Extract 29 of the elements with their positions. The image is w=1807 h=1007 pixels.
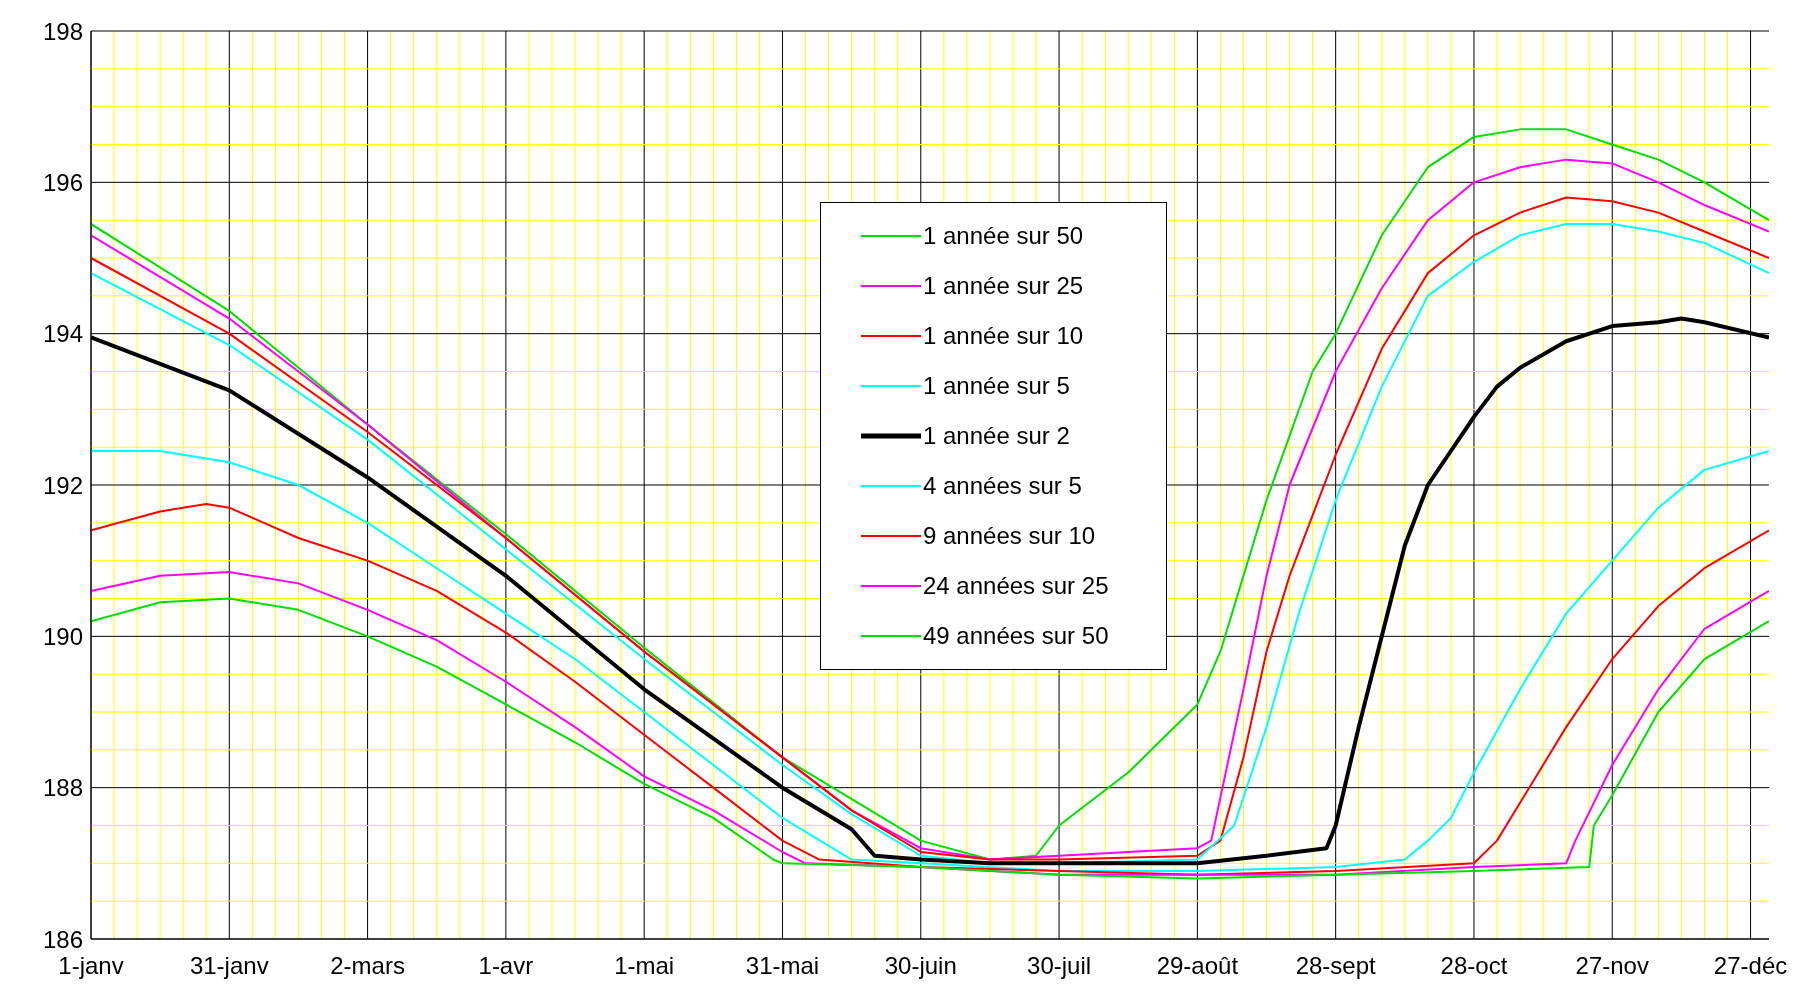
x-tick-label: 31-janv	[189, 952, 269, 980]
y-tick-label: 188	[42, 774, 83, 802]
legend-label: 1 année sur 5	[923, 372, 1070, 400]
legend-label: 1 année sur 2	[923, 422, 1070, 450]
y-tick-label: 196	[42, 168, 83, 196]
legend-label: 4 années sur 5	[923, 472, 1082, 500]
y-tick-label: 190	[42, 622, 83, 650]
x-tick-label: 2-mars	[330, 952, 405, 980]
x-tick-label: 27-nov	[1575, 952, 1649, 980]
y-tick-label: 186	[42, 925, 83, 953]
y-tick-label: 194	[42, 320, 83, 348]
x-tick-label: 1-avr	[478, 952, 534, 980]
legend-label: 24 années sur 25	[923, 572, 1109, 600]
x-tick-label: 1-mai	[614, 952, 675, 980]
y-tick-label: 198	[42, 17, 83, 45]
legend-label: 9 années sur 10	[923, 522, 1096, 550]
x-tick-label: 30-juil	[1027, 952, 1092, 980]
y-tick-label: 192	[42, 471, 83, 499]
x-tick-label: 28-sept	[1295, 952, 1377, 980]
x-tick-label: 31-mai	[745, 952, 820, 980]
legend-label: 49 années sur 50	[923, 622, 1109, 650]
legend-label: 1 année sur 50	[923, 222, 1084, 250]
x-tick-label: 1-janv	[58, 952, 124, 980]
x-tick-label: 30-juin	[884, 952, 957, 980]
legend-label: 1 année sur 25	[923, 272, 1084, 300]
x-tick-label: 28-oct	[1440, 952, 1508, 980]
legend-label: 1 année sur 10	[923, 322, 1084, 350]
x-tick-label: 27-déc	[1713, 952, 1788, 980]
x-tick-label: 29-août	[1156, 952, 1239, 980]
